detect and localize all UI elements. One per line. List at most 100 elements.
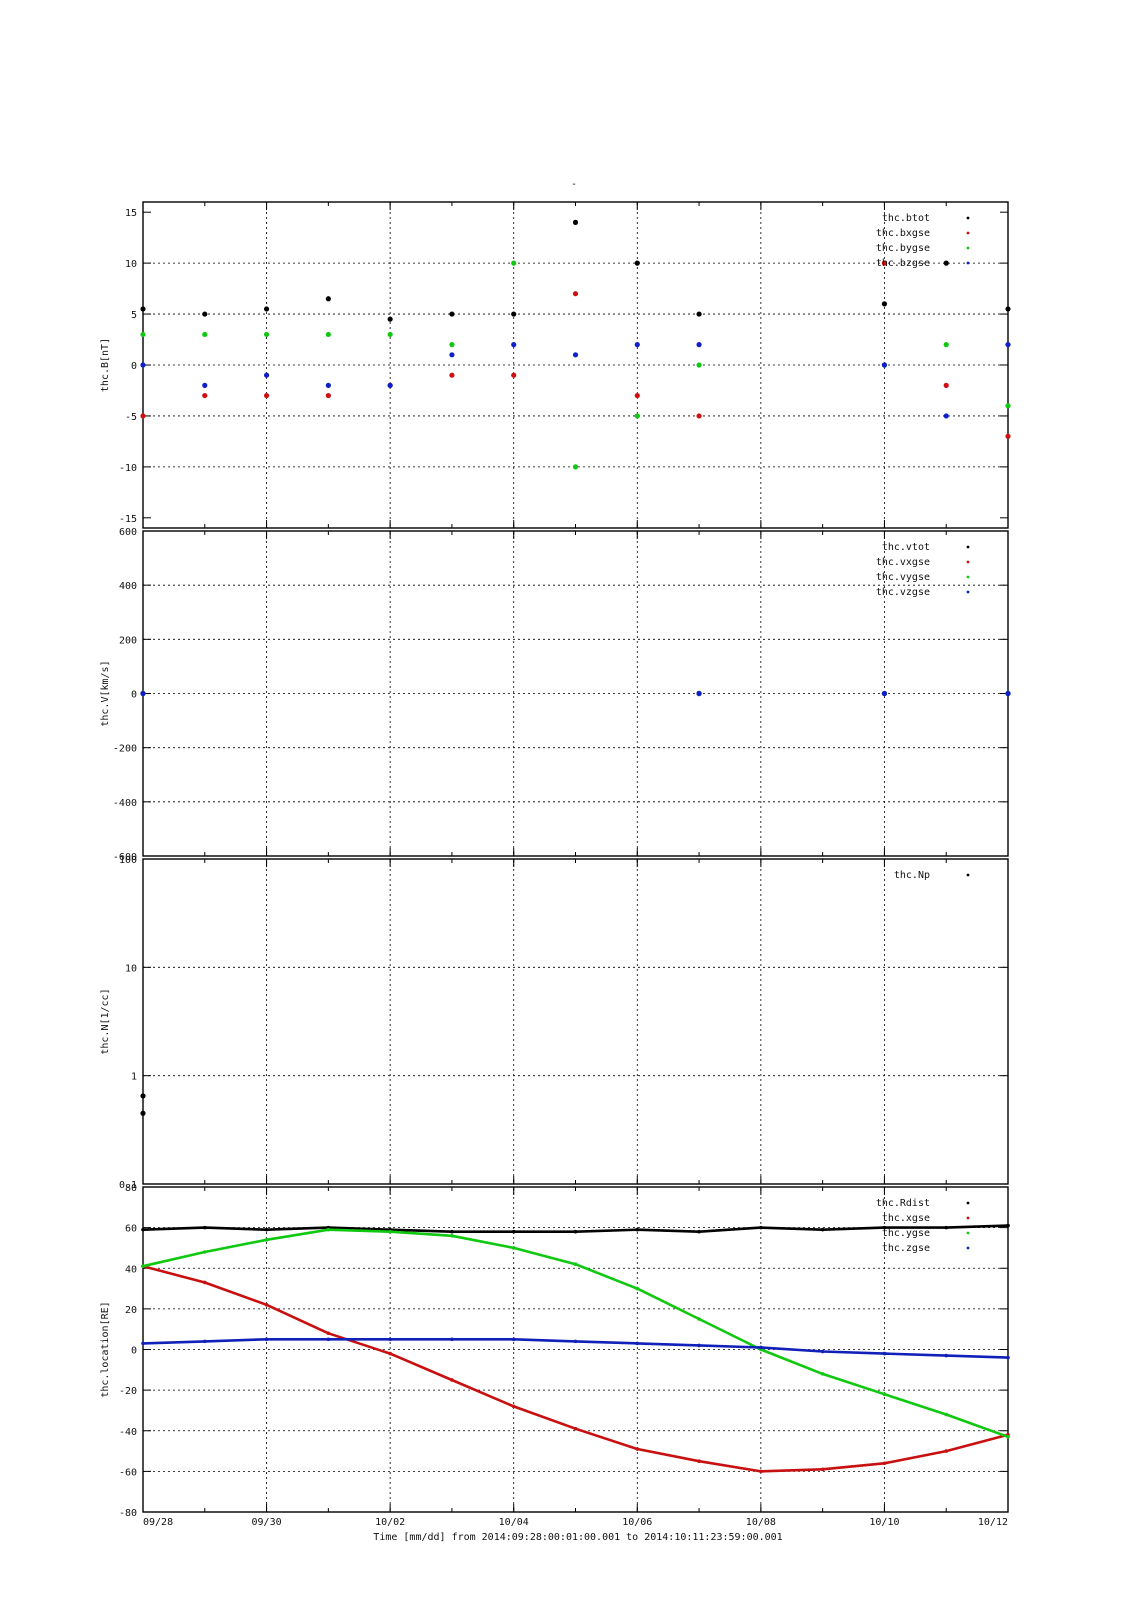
data-point — [264, 1337, 269, 1342]
data-point — [450, 1229, 454, 1234]
data-point — [572, 352, 579, 358]
legend-label: thc.Rdist — [876, 1198, 930, 1209]
data-point — [325, 331, 331, 338]
data-point — [202, 331, 208, 338]
y-tick-label: 0 — [131, 690, 137, 701]
data-point — [387, 316, 393, 322]
data-point — [511, 372, 517, 378]
data-point — [141, 1227, 145, 1232]
data-point — [820, 1467, 825, 1472]
data-point — [325, 296, 331, 302]
data-point — [634, 413, 640, 419]
legend-label: thc.vxgse — [876, 557, 930, 568]
y-tick-label: 10 — [125, 259, 137, 270]
data-point — [140, 690, 146, 697]
legend-label: thc.xgse — [882, 1213, 930, 1224]
y-tick-label: 400 — [119, 581, 137, 592]
data-point — [388, 1337, 392, 1342]
data-point — [634, 260, 640, 266]
legend-label: thc.zgse — [882, 1243, 930, 1254]
data-point — [140, 362, 146, 368]
data-point — [572, 219, 579, 225]
legend-marker — [966, 1246, 970, 1250]
data-point — [944, 1412, 949, 1417]
y-tick-label: -20 — [119, 1386, 137, 1397]
data-point — [449, 352, 455, 358]
data-point — [264, 1303, 269, 1307]
data-point — [943, 342, 949, 348]
data-point — [202, 311, 208, 317]
data-point — [944, 1449, 949, 1453]
data-point — [1006, 1435, 1010, 1439]
panel-4: 09/28 09/30 10/02 10/04 10/06 10/08 10/10 10/12… — [100, 1183, 1010, 1528]
data-point — [326, 1337, 331, 1342]
data-point — [202, 1225, 207, 1230]
data-point — [634, 392, 640, 399]
legend-label: thc.Np — [894, 870, 930, 881]
data-point — [511, 260, 517, 266]
data-point — [573, 1262, 578, 1266]
panel-1: -15 -10 -5 0 5 10 15 thc.B[nT] thc.btot thc.bxgse… — [100, 201, 1011, 529]
data-point — [1005, 433, 1011, 439]
data-point — [264, 1227, 269, 1232]
data-point — [388, 1351, 392, 1356]
data-point — [263, 331, 270, 338]
y-tick-label: 40 — [125, 1264, 137, 1275]
data-point — [881, 301, 888, 307]
legend-marker — [966, 545, 970, 549]
data-point — [943, 413, 949, 419]
legend-marker — [966, 231, 970, 235]
data-point — [263, 372, 270, 378]
data-point — [697, 1229, 701, 1234]
legend-marker — [966, 873, 970, 877]
data-point — [264, 1238, 269, 1242]
x-tick-label: 10/02 — [375, 1517, 405, 1528]
legend-label: thc.vygse — [876, 572, 930, 583]
data-point — [450, 1337, 454, 1342]
data-point — [511, 342, 517, 348]
data-point — [449, 372, 455, 378]
data-point — [263, 306, 270, 312]
y-axis-title: thc.N[1/cc] — [100, 988, 111, 1054]
data-point — [140, 413, 146, 419]
y-tick-label: 1 — [131, 1072, 137, 1083]
legend-marker — [966, 560, 970, 564]
legend-marker — [966, 1216, 970, 1220]
data-point — [944, 1353, 949, 1358]
y-tick-label: -400 — [113, 798, 137, 809]
legend-marker — [966, 590, 970, 594]
legend-label: thc.vtot — [882, 542, 930, 553]
data-point — [696, 342, 702, 348]
y-tick-label: 0 — [131, 1346, 137, 1357]
data-point — [696, 690, 702, 697]
data-point — [140, 331, 146, 338]
y-axis-title: thc.B[nT] — [100, 338, 111, 392]
y-tick-label: 80 — [125, 1183, 137, 1194]
data-point — [511, 311, 517, 317]
x-tick-label: 10/04 — [499, 1517, 529, 1528]
data-point — [511, 1229, 516, 1234]
data-point — [202, 1280, 207, 1285]
data-point — [882, 1225, 887, 1230]
data-point — [944, 1225, 949, 1230]
data-point — [759, 1225, 763, 1230]
y-tick-label: 60 — [125, 1224, 137, 1235]
data-point — [140, 306, 146, 312]
data-point — [820, 1227, 825, 1232]
data-point — [202, 1250, 207, 1254]
data-point — [511, 1404, 516, 1409]
y-tick-label: 0 — [131, 361, 137, 372]
data-point — [572, 464, 579, 470]
legend-label: thc.bzgse — [876, 258, 930, 269]
legend-label: thc.btot — [882, 213, 930, 224]
data-point — [759, 1469, 763, 1474]
legend-marker — [966, 216, 970, 220]
data-point — [635, 1341, 640, 1346]
y-tick-label: 200 — [119, 635, 137, 646]
data-point — [1006, 1223, 1010, 1228]
data-point — [943, 382, 949, 388]
data-point — [634, 342, 640, 348]
data-point — [1005, 690, 1011, 697]
x-axis-title: Time [mm/dd] from 2014:09:28:00:01:00.00… — [373, 1532, 782, 1543]
legend-marker — [966, 1231, 970, 1235]
